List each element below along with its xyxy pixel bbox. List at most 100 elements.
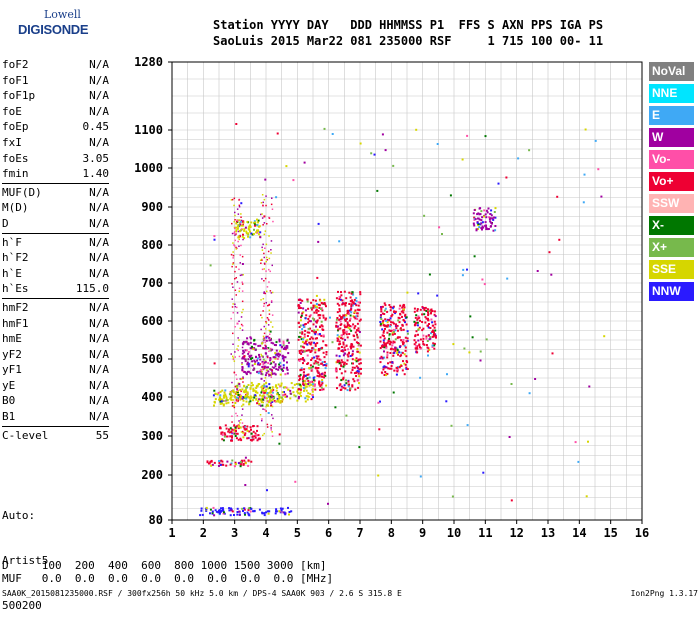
echo-point bbox=[259, 363, 262, 365]
echo-point bbox=[342, 329, 345, 332]
param-name: foEs bbox=[2, 151, 29, 165]
echo-point bbox=[302, 374, 305, 377]
echo-point bbox=[433, 320, 436, 323]
echo-point bbox=[240, 219, 243, 222]
echo-point bbox=[271, 431, 273, 433]
echo-point bbox=[231, 298, 233, 300]
echo-point bbox=[434, 334, 437, 337]
echo-point bbox=[433, 310, 436, 313]
echo-point bbox=[282, 344, 285, 347]
echo-point bbox=[433, 344, 436, 347]
echo-point bbox=[493, 216, 496, 219]
echo-point bbox=[270, 427, 272, 429]
echo-point bbox=[401, 341, 404, 343]
echo-point bbox=[356, 329, 358, 332]
version-label: Ion2Png 1.3.17 bbox=[630, 589, 698, 598]
echo-point bbox=[241, 363, 243, 366]
echo-point bbox=[353, 327, 356, 330]
echo-point bbox=[268, 386, 271, 389]
echo-point bbox=[382, 339, 385, 342]
echo-point bbox=[357, 370, 360, 373]
echo-point bbox=[388, 304, 391, 306]
echo-point bbox=[229, 435, 232, 438]
echo-point bbox=[235, 248, 237, 250]
echo-point bbox=[359, 293, 362, 296]
echo-point bbox=[349, 389, 351, 392]
echo-point bbox=[350, 307, 353, 310]
echo-point bbox=[251, 233, 254, 236]
echo-point bbox=[316, 367, 319, 370]
echo-point bbox=[415, 344, 418, 347]
echo-point bbox=[268, 510, 271, 513]
echo-point bbox=[309, 350, 312, 353]
echo-point bbox=[302, 311, 305, 314]
echo-point bbox=[259, 370, 262, 373]
echo-point bbox=[343, 290, 346, 293]
echo-point bbox=[355, 365, 358, 368]
echo-point bbox=[318, 307, 321, 309]
echo-point bbox=[300, 316, 302, 319]
echo-point bbox=[301, 341, 304, 343]
echo-point bbox=[209, 512, 211, 515]
echo-point bbox=[379, 357, 382, 360]
echo-point bbox=[258, 225, 261, 228]
echo-point bbox=[461, 274, 464, 277]
echo-point bbox=[393, 310, 396, 313]
echo-point bbox=[262, 408, 264, 410]
echo-point bbox=[237, 394, 240, 396]
echo-point bbox=[239, 437, 242, 440]
echo-point bbox=[260, 391, 263, 394]
echo-point bbox=[255, 398, 258, 401]
echo-point bbox=[426, 346, 429, 349]
echo-point bbox=[268, 350, 270, 352]
echo-point bbox=[325, 353, 328, 356]
echo-point bbox=[232, 251, 234, 253]
legend-item: W bbox=[649, 128, 694, 147]
param-value: N/A bbox=[89, 73, 109, 87]
echo-point bbox=[428, 310, 431, 313]
echo-point bbox=[359, 301, 361, 304]
echo-point bbox=[356, 333, 358, 336]
echo-point bbox=[277, 398, 280, 401]
echo-point bbox=[299, 388, 302, 391]
echo-point bbox=[235, 412, 237, 415]
echo-point bbox=[313, 304, 316, 307]
echo-point bbox=[227, 435, 230, 438]
echo-point bbox=[303, 342, 306, 345]
echo-point bbox=[473, 218, 476, 221]
echo-point bbox=[392, 340, 395, 343]
echo-point bbox=[236, 388, 239, 391]
echo-point bbox=[406, 337, 409, 340]
echo-point bbox=[236, 384, 239, 387]
echo-point bbox=[347, 385, 350, 388]
echo-point bbox=[348, 291, 351, 294]
echo-point bbox=[298, 351, 301, 354]
echo-point bbox=[342, 333, 345, 336]
echo-point bbox=[253, 435, 256, 438]
echo-point bbox=[241, 369, 244, 371]
echo-point bbox=[343, 324, 346, 327]
echo-point bbox=[534, 378, 537, 380]
echo-point bbox=[323, 360, 326, 363]
echo-point bbox=[508, 436, 511, 438]
echo-point bbox=[321, 382, 324, 385]
echo-point bbox=[265, 366, 268, 369]
echo-point bbox=[334, 369, 337, 372]
param-name: h`E bbox=[2, 266, 22, 280]
x-tick-label: 9 bbox=[419, 526, 426, 540]
header-labels: Station YYYY DAY DDD HHMMSS P1 FFS S AXN… bbox=[213, 18, 604, 32]
echo-point bbox=[356, 308, 359, 311]
echo-point bbox=[248, 401, 251, 404]
echo-point bbox=[299, 324, 302, 327]
echo-point bbox=[352, 293, 355, 296]
echo-point bbox=[263, 367, 266, 369]
echo-point bbox=[301, 332, 304, 335]
echo-point bbox=[350, 371, 353, 374]
echo-point bbox=[229, 514, 232, 517]
echo-point bbox=[345, 317, 348, 320]
echo-point bbox=[249, 372, 252, 375]
echo-point bbox=[324, 344, 327, 347]
echo-point bbox=[351, 354, 354, 357]
echo-point bbox=[385, 366, 388, 369]
echo-point bbox=[257, 229, 259, 232]
